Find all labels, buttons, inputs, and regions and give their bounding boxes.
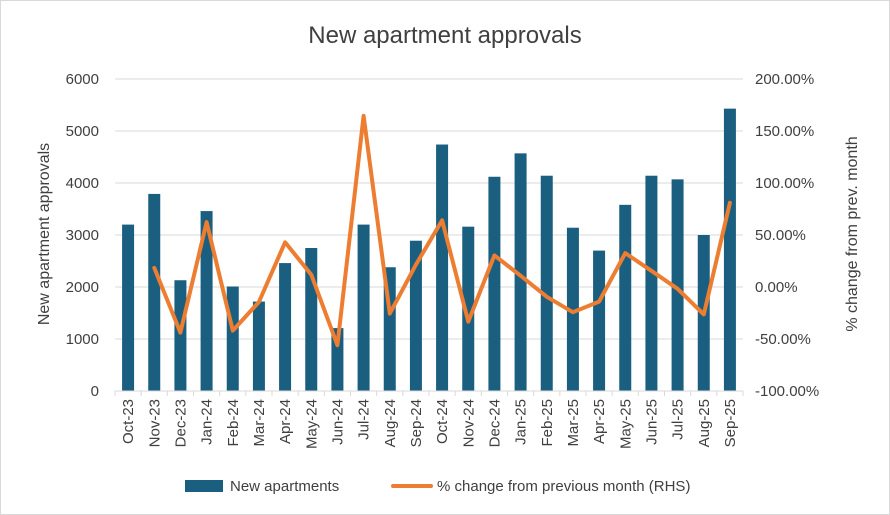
x-tick-label: Dec-24 (486, 399, 503, 447)
bar (357, 224, 370, 391)
x-tick-label: Sep-24 (408, 399, 425, 447)
x-tick-label: Feb-25 (539, 399, 556, 447)
x-tick-label: Nov-23 (146, 399, 163, 447)
axes: 0 1000 2000 3000 4000 5000 6000 -100.00% -50.00%… (66, 71, 820, 449)
x-tick-label: Jan-24 (199, 399, 216, 445)
bar (279, 263, 292, 391)
right-tick-label: -50.00% (755, 331, 811, 348)
legend-swatch-new-apartments (185, 480, 223, 492)
bar (514, 153, 527, 391)
legend: New apartments % change from previous mo… (185, 478, 690, 495)
x-tick-label: Jul-24 (356, 399, 373, 440)
x-tick-label: Apr-25 (591, 399, 608, 444)
bar (331, 328, 344, 391)
left-tick-label: 2000 (66, 279, 99, 296)
chart-title: New apartment approvals (308, 22, 581, 49)
x-tick-label: Feb-24 (225, 399, 242, 447)
x-tick-label: Jan-25 (513, 399, 530, 445)
bar (148, 193, 161, 391)
line-series-pct-change (152, 113, 732, 348)
x-tick-label: Mar-24 (251, 399, 268, 447)
x-tick-label: Nov-24 (460, 399, 477, 447)
right-tick-label: -100.00% (755, 383, 819, 400)
bar (540, 175, 553, 391)
right-tick-label: 50.00% (755, 227, 806, 244)
right-tick-label: 150.00% (755, 123, 814, 140)
left-tick-label: 1000 (66, 331, 99, 348)
bar (200, 211, 213, 391)
gridlines (115, 78, 743, 340)
bar (409, 240, 422, 391)
x-tick-label: Oct-24 (434, 399, 451, 444)
x-tick-label: May-25 (617, 399, 634, 449)
x-tick-label: Jul-25 (670, 399, 687, 440)
x-tick-label: May-24 (303, 399, 320, 449)
bar (462, 226, 475, 391)
left-tick-label: 0 (91, 383, 99, 400)
bar (645, 175, 658, 391)
bar (566, 227, 579, 391)
bar (488, 176, 501, 391)
x-tick-label: Oct-23 (120, 399, 137, 444)
left-axis-title: New apartment approvals (36, 143, 53, 325)
legend-label-pct-change: % change from previous month (RHS) (437, 478, 690, 495)
x-tick-label: Dec-23 (172, 399, 189, 447)
x-tick-label: Jun-24 (329, 399, 346, 445)
right-axis-title: % change from prev. month (844, 136, 861, 331)
x-tick-label: Aug-25 (696, 399, 713, 447)
x-tick-label: Jun-25 (643, 399, 660, 445)
left-tick-label: 3000 (66, 227, 99, 244)
x-tick-label: Sep-25 (722, 399, 739, 447)
x-tick-label: Mar-25 (565, 399, 582, 447)
left-tick-label: 6000 (66, 71, 99, 88)
right-tick-label: 0.00% (755, 279, 798, 296)
pct-change-line (152, 113, 732, 348)
legend-label-new-apartments: New apartments (230, 478, 339, 495)
right-tick-label: 200.00% (755, 71, 814, 88)
bar (723, 108, 736, 391)
left-tick-label: 4000 (66, 175, 99, 192)
bar-series-new-apartments (122, 108, 736, 391)
bar (619, 204, 632, 391)
bar (174, 280, 187, 391)
bar (671, 179, 684, 391)
bar (226, 286, 239, 391)
bar (122, 224, 135, 391)
x-tick-label: Aug-24 (382, 399, 399, 447)
right-tick-label: 100.00% (755, 175, 814, 192)
bar (252, 301, 265, 391)
bar (436, 144, 449, 391)
x-tick-label: Apr-24 (277, 399, 294, 444)
left-tick-label: 5000 (66, 123, 99, 140)
bar (593, 250, 606, 391)
